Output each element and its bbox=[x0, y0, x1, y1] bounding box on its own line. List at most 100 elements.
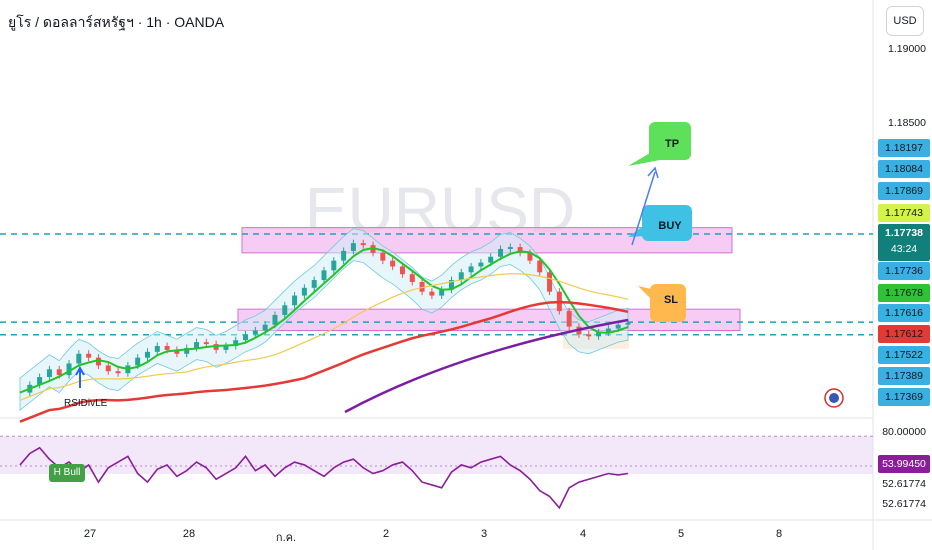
candle-body bbox=[292, 295, 298, 306]
candle-body bbox=[272, 314, 278, 325]
candle-body bbox=[399, 266, 405, 275]
x-axis-label: 3 bbox=[480, 528, 488, 540]
candle-body bbox=[341, 250, 347, 261]
candle-body bbox=[66, 363, 72, 376]
price-tag: 1.17612 bbox=[878, 325, 930, 343]
candle-body bbox=[488, 256, 494, 263]
candle-body bbox=[547, 272, 553, 292]
candle-body bbox=[184, 347, 190, 354]
ema-mid-line bbox=[19, 273, 629, 401]
candle-body bbox=[203, 342, 209, 345]
candle-body bbox=[350, 243, 356, 251]
price-tag: 1.17369 bbox=[878, 388, 930, 406]
price-tag-value: 1.17738 bbox=[885, 227, 923, 239]
candle-body bbox=[615, 324, 621, 329]
candle-body bbox=[331, 260, 337, 271]
candle-body bbox=[458, 272, 464, 281]
candle-body bbox=[105, 365, 111, 372]
chart-title: ยูโร / ดอลลาร์สหรัฐฯ · 1h · OANDA bbox=[8, 14, 225, 30]
buy-callout-pointer bbox=[628, 225, 648, 237]
x-axis-label: 28 bbox=[182, 528, 196, 540]
price-tag: 1.17736 bbox=[878, 262, 930, 280]
tp-callout-pointer bbox=[628, 150, 660, 166]
price-tag: 1.18197 bbox=[878, 139, 930, 157]
candle-body bbox=[301, 287, 307, 296]
currency-selector[interactable]: USD bbox=[886, 6, 924, 36]
candle-body bbox=[380, 252, 386, 261]
signal-arrow-head bbox=[75, 365, 85, 376]
candle-body bbox=[360, 243, 366, 246]
candle-body bbox=[409, 274, 415, 282]
candle-body bbox=[390, 260, 396, 267]
candle-body bbox=[135, 357, 141, 366]
x-axis-label: 4 bbox=[579, 528, 587, 540]
replay-icon-center bbox=[829, 393, 839, 403]
candle-body bbox=[243, 334, 249, 341]
price-axis-label: 1.19000 bbox=[888, 43, 926, 55]
candle-body bbox=[164, 346, 170, 350]
candle-body bbox=[478, 262, 484, 267]
buy-callout bbox=[642, 205, 692, 241]
ema-slow-line bbox=[19, 300, 629, 423]
rsi-axis-low: 52.61774 bbox=[882, 498, 926, 510]
candle-body bbox=[439, 289, 445, 296]
candle-body bbox=[586, 334, 592, 337]
rsi-line bbox=[19, 446, 629, 510]
candle-body bbox=[154, 346, 160, 352]
tp-label: TP bbox=[664, 138, 680, 150]
candle-body bbox=[252, 330, 258, 335]
ema-fast-line bbox=[19, 246, 629, 394]
candle-body bbox=[56, 369, 62, 376]
price-tag: 1.17522 bbox=[878, 346, 930, 364]
candle-body bbox=[527, 252, 533, 261]
candle-body bbox=[311, 280, 317, 288]
candle-body bbox=[468, 266, 474, 273]
candle-body bbox=[233, 340, 239, 347]
x-axis-label: ก.ค. bbox=[275, 532, 297, 544]
x-axis-label: 2 bbox=[382, 528, 390, 540]
candle-body bbox=[321, 270, 327, 281]
candle-body bbox=[517, 247, 523, 253]
price-tag: 1.17678 bbox=[878, 284, 930, 302]
rsi-band bbox=[0, 436, 873, 475]
candle-body bbox=[419, 281, 425, 292]
candle-body bbox=[625, 322, 631, 325]
rsi-axis-top: 80.00000 bbox=[882, 426, 926, 438]
candle-body bbox=[429, 291, 435, 296]
candle-body bbox=[605, 328, 611, 333]
candle-body bbox=[37, 377, 43, 385]
target-arrow-head bbox=[647, 166, 659, 179]
price-tag: 1.17869 bbox=[878, 182, 930, 200]
price-tag: 1.18084 bbox=[878, 160, 930, 178]
sl-callout bbox=[650, 284, 686, 322]
countdown-label: 43:24 bbox=[890, 243, 918, 255]
candle-body bbox=[537, 260, 543, 273]
candle-body bbox=[282, 305, 288, 315]
price-tag: 1.17738 43:24 bbox=[878, 224, 930, 261]
x-axis-label: 8 bbox=[775, 528, 783, 540]
target-arrow bbox=[631, 171, 656, 246]
candle-body bbox=[174, 349, 180, 354]
candle-body bbox=[194, 342, 200, 348]
candle-body bbox=[498, 248, 504, 257]
ema-long-line bbox=[344, 318, 629, 414]
candle-body bbox=[448, 280, 454, 290]
price-tag: 1.17389 bbox=[878, 367, 930, 385]
candle-body bbox=[223, 346, 229, 350]
x-axis-label: 27 bbox=[83, 528, 97, 540]
candle-body bbox=[86, 353, 92, 358]
candle-body bbox=[115, 371, 121, 374]
rsi-axis-low: 52.61774 bbox=[882, 478, 926, 490]
candle-body bbox=[596, 332, 602, 337]
price-axis-label: 1.18500 bbox=[888, 117, 926, 129]
candle-body bbox=[507, 247, 513, 249]
price-tag: 1.17616 bbox=[878, 304, 930, 322]
x-axis-label: 5 bbox=[677, 528, 685, 540]
candle-body bbox=[262, 324, 268, 331]
candle-body bbox=[95, 357, 101, 366]
sl-callout-pointer bbox=[638, 286, 656, 302]
rsi-divergence-label: RSIDivLE bbox=[64, 398, 108, 409]
candle-body bbox=[46, 369, 52, 378]
buy-label: BUY bbox=[658, 220, 682, 232]
